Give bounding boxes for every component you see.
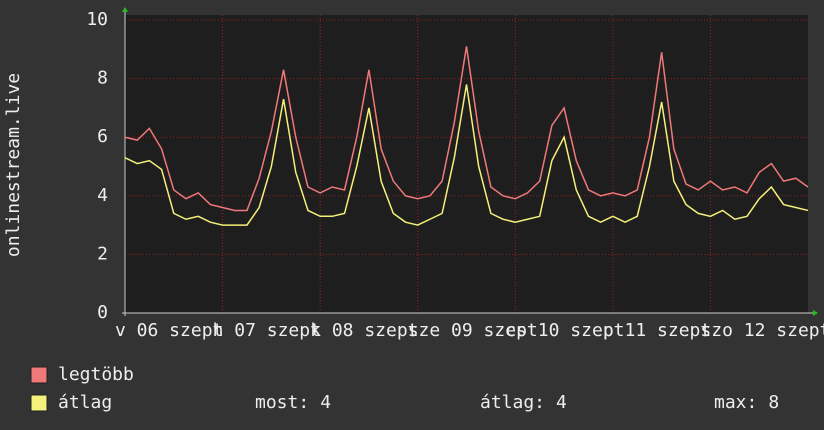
- y-tick-label: 6: [97, 126, 108, 147]
- x-tick-label: p 11 szept: [603, 320, 711, 341]
- legend-swatch: [30, 394, 48, 412]
- x-tick-label: v 06 szept: [115, 320, 223, 341]
- series-line: [124, 84, 809, 226]
- stat-value: 8: [768, 392, 779, 413]
- legend-swatch: [30, 366, 48, 384]
- x-tick-label: sze 09 szept: [408, 320, 538, 341]
- x-tick-label: cs 10 szept: [505, 320, 624, 341]
- stat-label: átlag:: [480, 392, 545, 413]
- y-tick-label: 10: [86, 9, 108, 30]
- series-line: [124, 46, 809, 212]
- y-tick-label: 0: [97, 302, 108, 323]
- legend-label: átlag: [58, 392, 112, 413]
- legend-label: legtöbb: [58, 364, 134, 385]
- axis-arrow: [122, 7, 128, 12]
- axis-arrow: [813, 310, 818, 316]
- y-tick-label: 4: [97, 185, 108, 206]
- y-tick-label: 2: [97, 243, 108, 264]
- plot-area: [125, 15, 808, 313]
- stat-value: 4: [320, 392, 331, 413]
- x-tick-label: h 07 szept: [213, 320, 321, 341]
- x-tick-label: k 08 szept: [310, 320, 418, 341]
- y-axis-label: onlinestream.live: [3, 73, 24, 257]
- stat-label: max:: [714, 392, 757, 413]
- x-tick-label: szo 12 szept: [700, 320, 824, 341]
- y-tick-label: 8: [97, 68, 108, 89]
- stat-label: most:: [255, 392, 309, 413]
- stat-value: 4: [556, 392, 567, 413]
